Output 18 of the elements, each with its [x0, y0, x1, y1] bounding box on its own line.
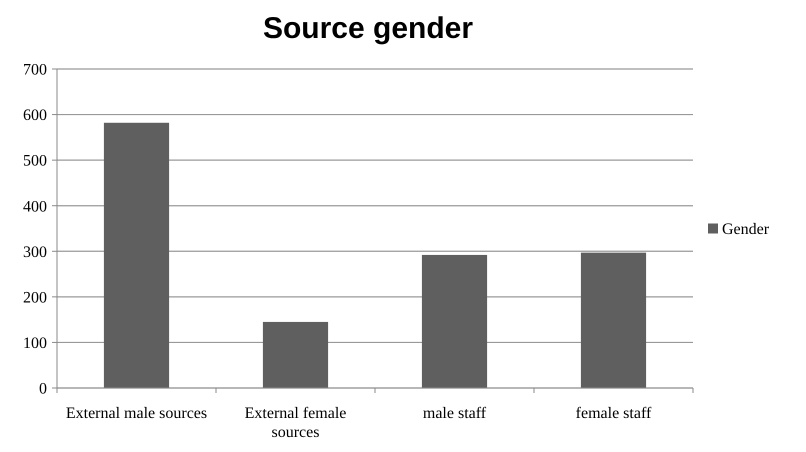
x-tick-label: External male sources	[66, 405, 208, 422]
y-tick-label: 200	[23, 289, 47, 306]
y-tick-label: 100	[23, 335, 47, 352]
bar	[262, 322, 328, 388]
y-tick-label: 0	[39, 380, 47, 398]
y-tick-label: 400	[23, 198, 47, 216]
x-tick-label: External female sources	[244, 405, 346, 441]
y-tick-label: 300	[23, 244, 47, 261]
y-tick-label: 600	[23, 107, 47, 124]
bar	[422, 254, 488, 388]
legend-label: Gender	[722, 221, 770, 238]
bar	[580, 252, 646, 388]
bar	[104, 122, 170, 388]
x-tick-label: female staff	[576, 405, 652, 422]
chart-title: Source gender	[262, 12, 474, 45]
y-tick-label: 500	[23, 152, 47, 170]
x-tick-label: male staff	[422, 405, 487, 422]
y-tick-label: 700	[23, 62, 47, 79]
